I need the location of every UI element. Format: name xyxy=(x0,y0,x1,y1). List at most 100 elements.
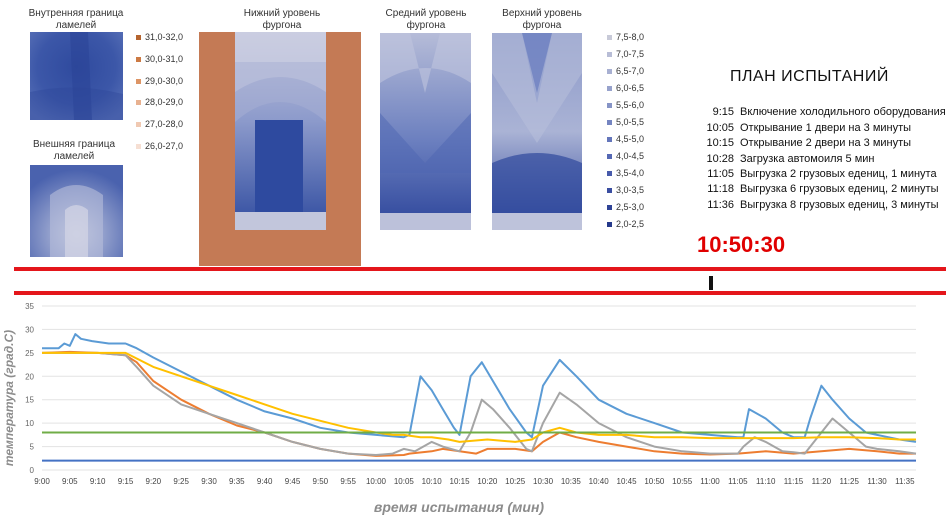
plan-item-text: Открывание 2 двери на 3 минуты xyxy=(740,137,912,149)
x-tick-label: 9:25 xyxy=(173,477,189,486)
inner-boundary-label: Внутренняя граница ламелей xyxy=(28,8,124,31)
legend-swatch xyxy=(607,51,612,57)
x-tick-label: 9:55 xyxy=(340,477,356,486)
legend-swatch xyxy=(136,78,141,84)
plan-item-time: 10:28 xyxy=(706,153,734,165)
series-line xyxy=(42,333,917,443)
x-tick-label: 9:40 xyxy=(257,477,273,486)
plan-item-text: Выгрузка 8 грузовых едениц, 3 минуты xyxy=(740,199,939,211)
legend-cool-item: 7,0-7,5 xyxy=(607,48,644,60)
x-tick-label: 9:15 xyxy=(118,477,134,486)
y-tick-label: 25 xyxy=(25,349,34,358)
legend-text: 2,5-3,0 xyxy=(616,202,645,212)
legend-text: 5,0-5,5 xyxy=(616,117,645,127)
upper-level-label: Верхний уровень фургона xyxy=(502,8,582,31)
lower-level-heatmap xyxy=(199,32,361,266)
legend-cool: 7,5-8,0 7,0-7,5 6,5-7,0 6,0-6,5 5,5-6,0 … xyxy=(607,31,667,231)
plan-item: 10:05 Открывание 1 двери на 3 минуты xyxy=(698,122,911,134)
lower-level-label: Нижний уровень фургона xyxy=(243,8,321,31)
legend-text: 4,5-5,0 xyxy=(616,134,645,144)
y-tick-label: 30 xyxy=(25,325,34,334)
legend-swatch xyxy=(136,143,141,149)
x-tick-label: 10:35 xyxy=(561,477,582,486)
legend-text: 3,5-4,0 xyxy=(616,168,645,178)
legend-cool-item: 4,5-5,0 xyxy=(607,133,644,145)
plan-item-text: Включение холодильного оборудования xyxy=(740,106,946,118)
plan-item-text: Открывание 1 двери на 3 минуты xyxy=(740,122,912,134)
legend-swatch xyxy=(607,85,612,91)
legend-warm-item: 31,0-32,0 xyxy=(136,31,183,43)
x-tick-label: 10:10 xyxy=(422,477,443,486)
legend-cool-item: 6,5-7,0 xyxy=(607,65,644,77)
y-axis-title: температура (град.С) xyxy=(2,330,16,466)
legend-swatch xyxy=(607,204,612,210)
legend-warm-item: 27,0-28,0 xyxy=(136,118,183,130)
y-tick-label: 0 xyxy=(30,466,35,475)
series-line xyxy=(42,351,917,456)
legend-warm-item: 28,0-29,0 xyxy=(136,96,183,108)
legend-cool-item: 4,0-4,5 xyxy=(607,150,644,162)
legend-cool-item: 2,0-2,5 xyxy=(607,218,644,230)
legend-cool-item: 6,0-6,5 xyxy=(607,82,644,94)
legend-cool-item: 7,5-8,0 xyxy=(607,31,644,43)
legend-swatch xyxy=(607,153,612,159)
legend-swatch xyxy=(607,170,612,176)
outer-boundary-label: Внешняя граница ламелей xyxy=(32,139,116,162)
x-tick-label: 11:30 xyxy=(867,477,887,486)
outer-boundary-heatmap xyxy=(30,165,123,257)
legend-text: 3,0-3,5 xyxy=(616,185,645,195)
plan-item-text: Загрузка автомоиля 5 мин xyxy=(740,153,875,165)
x-tick-label: 10:00 xyxy=(366,477,387,486)
x-tick-label: 9:00 xyxy=(34,477,50,486)
separator-top xyxy=(14,267,946,271)
y-tick-label: 5 xyxy=(30,443,35,452)
plan-item: 11:18 Выгрузка 6 грузовых едениц, 2 минут… xyxy=(698,183,938,195)
plan-title: ПЛАН ИСПЫТАНИЙ xyxy=(730,68,889,85)
legend-text: 28,0-29,0 xyxy=(145,97,184,107)
legend-text: 7,5-8,0 xyxy=(616,32,645,42)
legend-text: 26,0-27,0 xyxy=(145,141,184,151)
x-tick-label: 10:50 xyxy=(644,477,665,486)
y-tick-label: 15 xyxy=(25,396,34,405)
legend-text: 4,0-4,5 xyxy=(616,151,645,161)
x-tick-label: 11:00 xyxy=(700,477,720,486)
x-tick-label: 10:30 xyxy=(533,477,554,486)
legend-swatch xyxy=(607,136,612,142)
clock-display: 10:50:30 xyxy=(697,232,786,257)
legend-swatch xyxy=(607,119,612,125)
legend-text: 6,0-6,5 xyxy=(616,83,645,93)
plan-item: 9:15 Включение холодильного оборудования xyxy=(698,106,946,118)
x-tick-label: 11:35 xyxy=(895,477,915,486)
x-tick-label: 10:25 xyxy=(505,477,526,486)
legend-swatch xyxy=(607,34,612,40)
legend-text: 6,5-7,0 xyxy=(616,66,645,76)
legend-swatch xyxy=(607,68,612,74)
legend-swatch xyxy=(136,99,141,105)
x-tick-label: 11:05 xyxy=(728,477,748,486)
plan-item-time: 11:05 xyxy=(707,168,734,180)
temperature-chart: 0 5 10 15 20 25 30 35 9:00 9:05 9:10 9:15 9:20 9:25 9:… xyxy=(2,302,917,515)
plan-item: 10:15 Открывание 2 двери на 3 минуты xyxy=(698,137,911,149)
legend-cool-item: 3,5-4,0 xyxy=(607,167,644,179)
legend-text: 5,5-6,0 xyxy=(616,100,645,110)
x-tick-label: 11:15 xyxy=(784,477,804,486)
plan-item: 11:36 Выгрузка 8 грузовых едениц, 3 минут… xyxy=(698,199,939,211)
y-tick-label: 10 xyxy=(25,419,34,428)
x-tick-label: 11:20 xyxy=(812,477,832,486)
x-tick-label: 10:55 xyxy=(672,477,693,486)
legend-cool-item: 5,5-6,0 xyxy=(607,99,644,111)
plan-item-text: Выгрузка 2 грузовых едениц, 1 минута xyxy=(740,168,937,180)
legend-text: 30,0-31,0 xyxy=(145,54,184,64)
legend-swatch xyxy=(136,121,141,127)
x-tick-label: 9:50 xyxy=(313,477,329,486)
x-axis-title: время испытания (мин) xyxy=(374,499,545,515)
x-tick-label: 9:35 xyxy=(229,477,245,486)
x-tick-label: 10:05 xyxy=(394,477,415,486)
x-tick-label: 11:25 xyxy=(839,477,859,486)
legend-text: 2,0-2,5 xyxy=(616,219,645,229)
middle-level-heatmap xyxy=(380,33,471,230)
inner-boundary-heatmap xyxy=(30,32,123,120)
x-tick-label: 9:45 xyxy=(285,477,301,486)
legend-swatch xyxy=(136,56,141,62)
legend-text: 31,0-32,0 xyxy=(145,32,184,42)
